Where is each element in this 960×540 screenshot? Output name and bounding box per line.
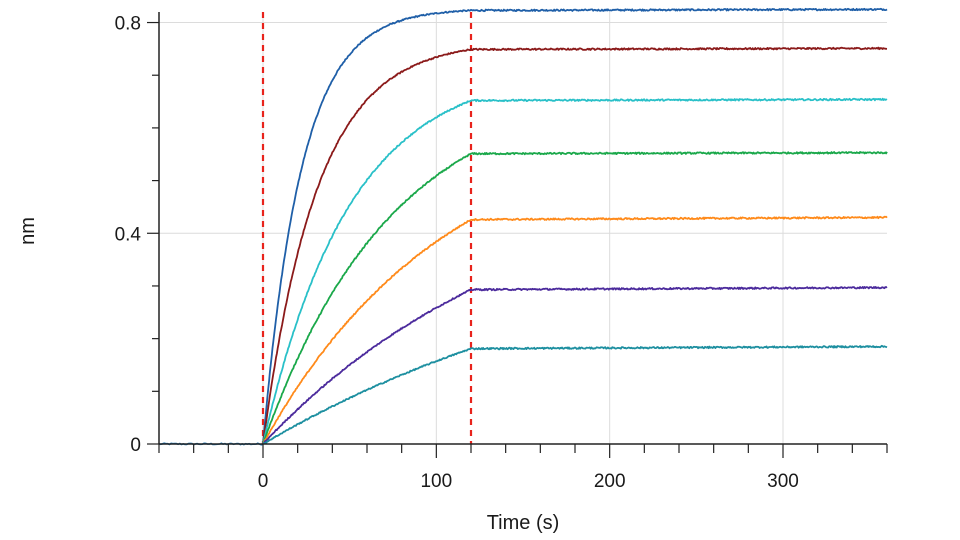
y-tick-label: 0.8 bbox=[115, 14, 141, 35]
axes bbox=[158, 12, 887, 445]
series-7-trace bbox=[262, 344, 888, 445]
series-4-trace bbox=[262, 151, 888, 443]
sensorgram-series bbox=[158, 7, 888, 446]
y-axis-title: nm bbox=[17, 217, 39, 245]
series-3-trace bbox=[262, 97, 888, 443]
phase-marker-lines bbox=[261, 12, 473, 444]
tick-labels: 0 100 200 300 0 0.4 0.8 bbox=[115, 14, 799, 492]
grid-lines bbox=[159, 12, 887, 444]
series-5-trace bbox=[262, 215, 888, 444]
tick-marks bbox=[147, 21, 888, 458]
series-1-trace bbox=[262, 7, 888, 443]
x-tick-label: 200 bbox=[594, 471, 626, 492]
y-tick-label: 0.4 bbox=[115, 224, 142, 245]
series-2-trace bbox=[262, 46, 888, 443]
series-6-trace bbox=[262, 286, 888, 445]
x-axis-title: Time (s) bbox=[487, 512, 560, 534]
x-tick-label: 100 bbox=[420, 471, 452, 492]
x-tick-label: 300 bbox=[767, 471, 799, 492]
y-tick-label: 0 bbox=[130, 435, 141, 456]
x-tick-label: 0 bbox=[258, 471, 269, 492]
